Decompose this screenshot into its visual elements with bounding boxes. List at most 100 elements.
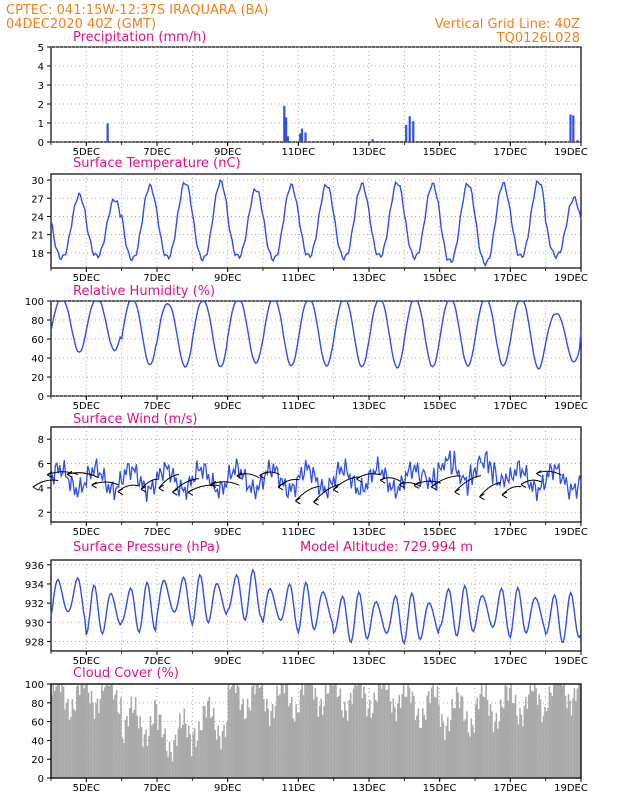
cloud-bar [572,698,574,778]
cloud-bar [224,737,227,778]
cloud-bar [408,687,411,778]
cloud-bar [332,685,334,778]
cloud-bar [90,690,93,778]
y-tick-label: 930 [25,618,44,629]
cloud-bar [448,731,451,778]
cloud-bar [432,684,434,778]
cloud-bar [457,692,459,778]
panel-1: 0 1 2 3 4 5 5DEC 7DEC 9DEC 11DEC 13DEC 15DEC 17DEC 19… [38,30,588,158]
cloud-bar [423,715,426,778]
cloud-bar [248,707,250,778]
cloud-bar [507,700,509,778]
x-tick-label: 15DEC [423,656,457,667]
cloud-bar [360,684,362,778]
cloud-bar [579,684,582,778]
cloud-bar [71,699,74,778]
cloud-bar [343,701,346,778]
cloud-bar [279,694,281,778]
y-tick-label: 30 [31,176,44,187]
y-tick-label: 3 [38,81,44,92]
x-tick-label: 7DEC [143,273,170,284]
cloud-bar [420,727,423,778]
wind-vector [295,485,320,502]
cloud-bar [492,732,495,778]
panel-6: 0 20 40 60 80 100 5DEC 7DEC 9DEC 11DEC 13DEC 15DEC 1… [25,666,588,794]
cloud-bar [463,720,465,778]
y-tick-label: 2 [38,508,44,519]
cloud-bar [376,701,378,778]
precip-bar [60,141,63,142]
header-location: CPTEC: 041:15W-12:37S IRAQUARA (BA) [6,3,268,18]
cloud-bar [519,708,521,778]
cloud-bar [321,714,324,778]
cloud-bar [526,708,529,778]
cloud-bar [488,715,490,778]
y-tick-label: 2 [38,100,44,111]
y-tick-label: 0 [38,774,44,785]
cloud-bar [575,700,577,778]
cloud-bar [417,708,420,778]
x-tick-label: 13DEC [352,273,386,284]
cloud-bar [452,708,455,778]
y-tick-label: 0 [38,138,44,149]
y-tick-label: 4 [38,484,44,495]
cloud-bar [123,743,125,778]
cloud-bar [215,739,218,778]
x-tick-label: 11DEC [281,656,315,667]
cloud-bar [53,690,56,778]
cloud-bar [382,684,384,778]
cloud-bar [532,691,534,778]
cloud-bar [273,718,275,778]
cloud-bar [187,725,190,778]
cloud-bar [106,684,109,778]
wind-arrowhead [259,472,265,479]
y-tick-label: 40 [31,736,44,747]
cloud-bar [367,708,370,778]
cloud-bar [249,710,252,778]
wind-arrowhead [236,472,243,480]
cloud-bar [383,684,386,778]
cloud-bar [351,704,353,778]
precip-bar [269,141,272,142]
cloud-bar [164,728,166,778]
y-tick-label: 0 [38,392,44,403]
cloud-bar [550,692,552,778]
cloud-bar [477,709,480,778]
cloud-bar [120,697,122,778]
panel-5: 928 930 932 934 936 5DEC 7DEC 9DEC 11DEC 13DEC 15D… [25,540,588,667]
cloud-bar [489,704,492,778]
cloud-bar [230,686,233,778]
cloud-bar [192,733,194,778]
cloud-bar [517,724,520,778]
cloud-bar [530,690,533,778]
x-tick-label: 7DEC [143,783,170,794]
cloud-bar [151,725,153,778]
cloud-bar [330,684,333,778]
wind-arrowhead [313,498,319,506]
cloud-bar [495,713,498,778]
cloud-bar [102,690,105,778]
cloud-bar [483,697,486,778]
wind-arrowhead [295,497,301,505]
series-line [50,450,582,502]
cloud-bar [567,693,570,778]
cloud-bar [497,728,499,778]
plot-frame-top [50,683,582,779]
x-tick-label: 15DEC [423,783,457,794]
cloud-bar [399,707,402,778]
cloud-bar [226,721,228,778]
y-tick-label: 4 [38,62,44,73]
cloud-bar [320,698,322,778]
x-tick-label: 19DEC [554,656,588,667]
cloud-bar [578,684,580,778]
cloud-bar [326,693,328,778]
cloud-bar [385,689,387,778]
cloud-bar [270,710,272,778]
cloud-bar [298,712,300,778]
y-tick-label: 80 [31,699,44,710]
cloud-bar [323,705,325,778]
cloud-bar [146,745,149,778]
cloud-bar [221,731,224,778]
cloud-bar [142,746,144,778]
cloud-bar [472,725,474,778]
